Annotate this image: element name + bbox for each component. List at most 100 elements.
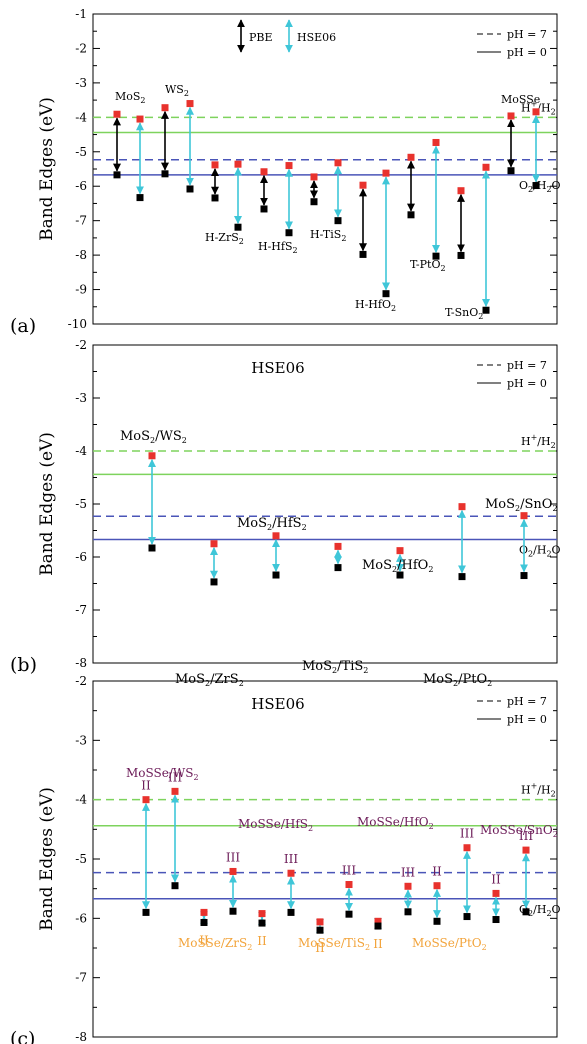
y-tick-label: -2: [75, 338, 87, 352]
material-label: H-HfS2: [258, 240, 298, 255]
stacking-label: II: [315, 941, 325, 955]
o2-h2o-label: O2/H2O: [519, 544, 561, 559]
pair-b-1-vbm-marker: [210, 578, 218, 586]
pair-a-2-cbm-marker: [161, 104, 169, 112]
sub: 2: [182, 436, 187, 445]
sub: 2: [528, 185, 533, 194]
pair-b-4-cbm-marker: [396, 547, 404, 555]
text: /PtO: [458, 672, 487, 687]
arrow-legend-pbe-label: PBE: [249, 31, 273, 44]
sub: 2: [551, 107, 556, 116]
stacking-label: II: [373, 937, 383, 951]
sub: 2: [551, 790, 556, 799]
pair-c-7-vbm-marker: [345, 910, 353, 918]
pair-b-2-vbm-marker: [272, 571, 280, 579]
sub: 2: [482, 943, 487, 952]
sub: 2: [487, 679, 492, 688]
text: /ZrS: [210, 672, 239, 687]
h-plus-h2-label: H+/H2: [521, 99, 556, 116]
y-tick-label: -8: [75, 248, 87, 262]
pair-b-4-vbm-marker: [396, 571, 404, 579]
pair-b-2-cbm-marker: [272, 532, 280, 540]
stacking-label: III: [519, 829, 533, 843]
pair-a-7-vbm-marker: [285, 229, 293, 237]
pair-a-9-cbm-marker: [334, 159, 342, 167]
legend-ph0: pH = 0: [507, 713, 547, 726]
sub: 2: [302, 523, 307, 532]
pair-a-11-vbm-marker: [382, 290, 390, 298]
sub: 2: [239, 679, 244, 688]
stacking-label: II: [432, 865, 442, 879]
pair-b-0-vbm-marker: [148, 544, 156, 552]
sub: 2: [239, 237, 244, 246]
h-plus-h2-label: H+/H2: [521, 782, 556, 799]
material-label: T-PtO2: [410, 258, 446, 273]
pair-c-2-vbm-marker: [200, 918, 208, 926]
material-label: T-SnO2: [445, 306, 483, 321]
pair-a-4-cbm-marker: [211, 161, 219, 169]
pair-c-11-cbm-marker: [463, 844, 471, 852]
sub: 2: [528, 550, 533, 559]
pair-a-0-vbm-marker: [113, 171, 121, 179]
heterostructure-label: MoS2/HfS2: [237, 516, 307, 532]
pair-a-12-cbm-marker: [407, 153, 415, 161]
pair-a-13-vbm-marker: [432, 252, 440, 260]
pair-a-1-cbm-marker: [136, 115, 144, 123]
material-label: H-TiS2: [310, 228, 346, 243]
y-tick-label: -2: [75, 674, 87, 688]
pair-b-5-vbm-marker: [458, 573, 466, 581]
sub: 2: [184, 89, 189, 98]
pair-c-3-vbm-marker: [229, 907, 237, 915]
heterostructure-label: MoS2/SnO2: [485, 497, 558, 513]
y-tick-label: -1: [75, 7, 87, 21]
pair-c-3-cbm-marker: [229, 867, 237, 875]
text: O: [552, 544, 561, 557]
sub: 2: [247, 943, 252, 952]
legend-ph7: pH = 7: [507, 28, 547, 41]
sub: 2: [341, 234, 346, 243]
sub: 2: [428, 565, 433, 574]
stacking-label: III: [342, 864, 356, 878]
pair-b-3-cbm-marker: [334, 542, 342, 550]
panel-title: HSE06: [251, 359, 304, 377]
pair-a-0-cbm-marker: [113, 110, 121, 118]
y-tick-label: -5: [75, 145, 87, 159]
pair-a-17-vbm-marker: [532, 182, 540, 190]
pair-c-5-cbm-marker: [287, 869, 295, 877]
sub: 2: [546, 909, 551, 918]
pair-b-0-cbm-marker: [148, 452, 156, 460]
sub: 2: [515, 504, 520, 513]
pair-a-15-cbm-marker: [482, 163, 490, 171]
stacking-label: III: [226, 850, 240, 864]
pair-a-5-vbm-marker: [234, 223, 242, 231]
pair-c-8-vbm-marker: [374, 922, 382, 930]
pair-c-13-cbm-marker: [522, 846, 530, 854]
pair-c-9-cbm-marker: [404, 882, 412, 890]
material-label: MoSSe: [501, 93, 540, 106]
sub: 2: [478, 312, 483, 321]
pair-a-16-cbm-marker: [507, 112, 515, 120]
pair-c-11-vbm-marker: [463, 913, 471, 921]
stacking-label: III: [168, 770, 182, 784]
stacking-label: II: [141, 779, 151, 793]
sub: 2: [552, 504, 557, 513]
stacking-label: III: [284, 852, 298, 866]
pair-a-8-vbm-marker: [310, 198, 318, 206]
y-tick-label: -6: [75, 179, 87, 193]
sub: 2: [546, 185, 551, 194]
text: /H: [533, 544, 546, 557]
y-axis-label: Band Edges (eV): [37, 432, 57, 576]
sup: +: [531, 782, 538, 791]
panel-label: (b): [10, 654, 37, 676]
legend-ph0: pH = 0: [507, 377, 547, 390]
sub: 2: [267, 523, 272, 532]
sub: 2: [546, 550, 551, 559]
pair-a-10-vbm-marker: [359, 250, 367, 258]
pair-b-6-cbm-marker: [520, 512, 528, 520]
pair-a-15-vbm-marker: [482, 306, 490, 314]
text: /TiS: [337, 659, 363, 674]
pair-c-8-cbm-marker: [374, 917, 382, 925]
heterostructure-label: MoSSe/HfS2: [238, 817, 313, 833]
